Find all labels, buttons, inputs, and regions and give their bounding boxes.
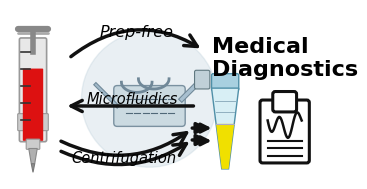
FancyBboxPatch shape (26, 139, 40, 149)
Text: Microfluidics: Microfluidics (87, 92, 178, 107)
FancyArrowPatch shape (192, 136, 204, 144)
FancyBboxPatch shape (23, 69, 43, 141)
FancyArrowPatch shape (198, 124, 208, 132)
Circle shape (81, 31, 218, 167)
FancyArrowPatch shape (192, 124, 204, 132)
Polygon shape (216, 124, 234, 169)
Polygon shape (31, 164, 35, 172)
FancyBboxPatch shape (19, 38, 47, 142)
FancyArrowPatch shape (61, 133, 186, 155)
FancyBboxPatch shape (273, 91, 297, 112)
FancyBboxPatch shape (41, 114, 48, 131)
FancyBboxPatch shape (260, 100, 309, 163)
Text: Prep-free: Prep-free (100, 25, 174, 40)
FancyBboxPatch shape (195, 70, 210, 89)
Text: Centrifugation: Centrifugation (72, 151, 177, 166)
FancyBboxPatch shape (114, 86, 185, 126)
Polygon shape (211, 88, 239, 169)
FancyArrowPatch shape (71, 100, 193, 112)
FancyArrowPatch shape (198, 137, 208, 145)
Polygon shape (29, 149, 37, 164)
FancyBboxPatch shape (18, 114, 25, 131)
FancyArrowPatch shape (61, 144, 186, 164)
FancyBboxPatch shape (211, 74, 239, 91)
Text: Medical
Diagnostics: Medical Diagnostics (211, 37, 358, 80)
FancyArrowPatch shape (71, 30, 197, 57)
